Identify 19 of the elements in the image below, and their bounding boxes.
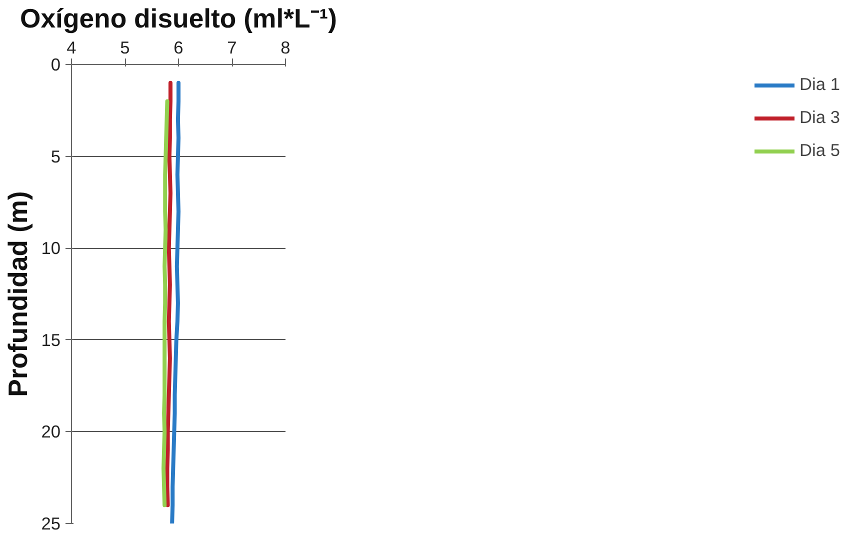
y-tick-label: 0	[50, 54, 61, 74]
x-tick-label: 4	[66, 38, 77, 58]
line-series	[162, 99, 170, 508]
x-axis-title: Oxígeno disuelto (ml*L⁻¹)	[20, 4, 338, 34]
y-tick-label: 10	[41, 238, 61, 258]
y-tick-label: 20	[41, 422, 61, 442]
x-tick-label: 7	[227, 38, 237, 58]
line-series	[165, 80, 172, 508]
y-axis-title: Profundidad (m)	[3, 191, 34, 397]
line-series	[170, 80, 180, 524]
x-tick-label: 8	[280, 38, 290, 58]
legend-label: Dia 3	[800, 107, 840, 128]
y-tick-label: 25	[41, 514, 61, 534]
y-tick-label: 5	[50, 146, 61, 166]
legend-label: Dia 5	[800, 140, 840, 161]
x-tick-label: 5	[120, 38, 130, 58]
x-tick-label: 6	[174, 38, 184, 58]
y-tick-label: 15	[41, 330, 61, 350]
legend-label: Dia 1	[800, 74, 840, 95]
